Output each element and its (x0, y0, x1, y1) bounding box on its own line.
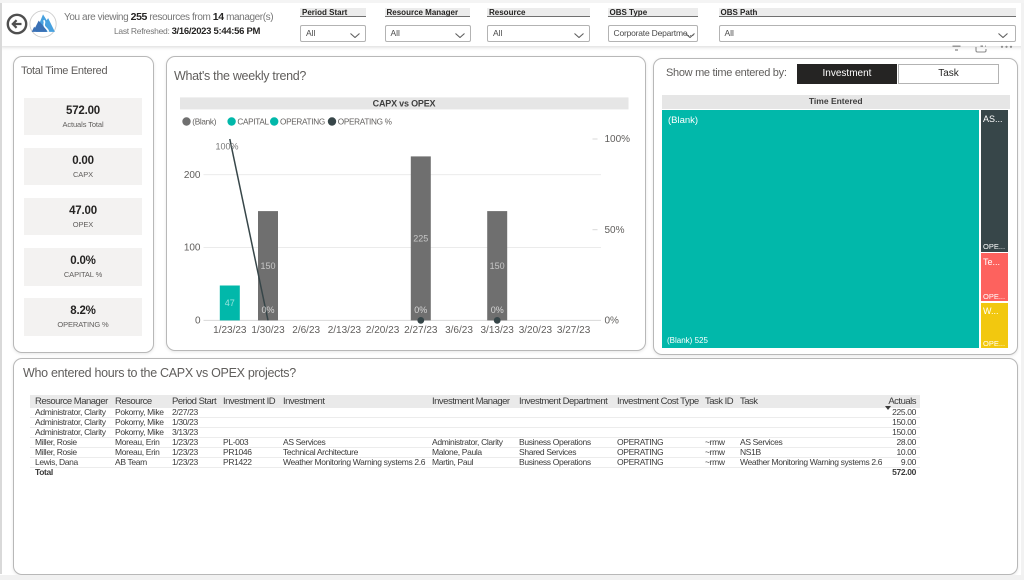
svg-text:200: 200 (184, 170, 201, 181)
svg-text:100%: 100% (605, 134, 631, 145)
svg-text:2/27/23: 2/27/23 (404, 325, 438, 336)
svg-text:2/6/23: 2/6/23 (292, 325, 320, 336)
svg-text:225: 225 (413, 234, 428, 244)
svg-text:(Blank): (Blank) (192, 117, 216, 126)
svg-text:100%: 100% (215, 142, 238, 152)
svg-text:2/13/23: 2/13/23 (328, 325, 362, 336)
svg-text:150: 150 (490, 261, 505, 271)
svg-text:3/27/23: 3/27/23 (557, 325, 591, 336)
svg-text:0%: 0% (605, 316, 620, 327)
svg-text:0%: 0% (491, 305, 504, 315)
svg-text:OPERATING: OPERATING (280, 117, 325, 126)
svg-text:What's the weekly trend?: What's the weekly trend? (174, 69, 306, 83)
svg-text:3/20/23: 3/20/23 (519, 325, 553, 336)
svg-text:3/6/23: 3/6/23 (445, 325, 473, 336)
svg-text:50%: 50% (605, 225, 625, 236)
svg-text:1/30/23: 1/30/23 (251, 325, 285, 336)
svg-text:CAPX vs OPEX: CAPX vs OPEX (373, 99, 436, 109)
svg-text:1/23/23: 1/23/23 (213, 325, 247, 336)
svg-text:0%: 0% (261, 305, 274, 315)
svg-text:0%: 0% (414, 305, 427, 315)
svg-text:OPERATING %: OPERATING % (338, 117, 392, 126)
svg-text:150: 150 (260, 261, 275, 271)
svg-text:0: 0 (195, 316, 201, 327)
svg-text:3/13/23: 3/13/23 (481, 325, 515, 336)
svg-text:2/20/23: 2/20/23 (366, 325, 400, 336)
svg-text:47: 47 (225, 298, 235, 308)
svg-text:CAPITAL: CAPITAL (237, 117, 269, 126)
svg-text:100: 100 (184, 243, 201, 254)
